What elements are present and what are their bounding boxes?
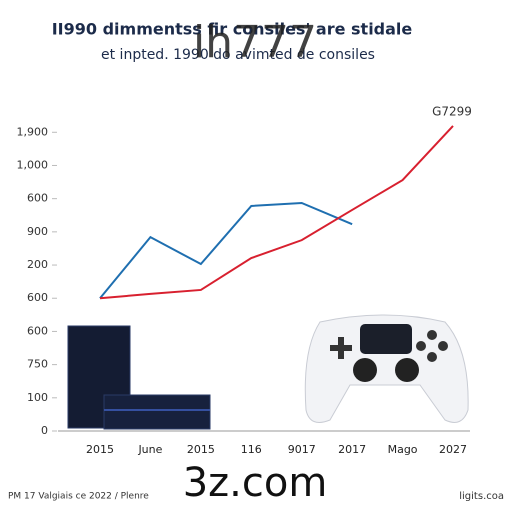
annotation: G7299 — [432, 105, 472, 119]
y-tick-label: 600 — [27, 192, 48, 205]
y-tick-label: 1,900 — [17, 125, 49, 138]
line-series — [99, 201, 353, 299]
y-tick-label: 1,000 — [17, 158, 49, 171]
y-tick-label: 200 — [27, 258, 48, 271]
x-tick-label: 2015 — [86, 443, 114, 456]
y-tick-label: 750 — [27, 358, 48, 371]
x-tick-label: Mago — [388, 443, 418, 456]
footer-right: ligits.coa — [459, 491, 504, 502]
controller-illustration — [304, 314, 469, 423]
watermark: ih777 — [193, 17, 317, 68]
console-illustration — [67, 325, 211, 430]
chart-subtitle: et inpted. 1990 do avimted de consiles — [101, 47, 375, 63]
x-tick-label: June — [137, 443, 162, 456]
footer-left: PM 17 Valgiais ce 2022 / Plenre — [8, 492, 149, 502]
x-tick-label: 116 — [241, 443, 262, 456]
x-tick-label: 9017 — [288, 443, 316, 456]
y-tick-label: 0 — [41, 424, 48, 437]
y-tick-label: 100 — [27, 391, 48, 404]
y-tick-label: 900 — [27, 225, 48, 238]
chart-title: II990 dimmentss fir consiles' are stidal… — [52, 20, 413, 39]
line-series — [99, 125, 454, 300]
y-tick-label: 600 — [27, 324, 48, 337]
x-tick-label: 2027 — [439, 443, 467, 456]
x-tick-label: 2015 — [187, 443, 215, 456]
y-tick-label: 600 — [27, 291, 48, 304]
x-tick-label: 2017 — [338, 443, 366, 456]
watermark: 3z.com — [183, 460, 328, 506]
